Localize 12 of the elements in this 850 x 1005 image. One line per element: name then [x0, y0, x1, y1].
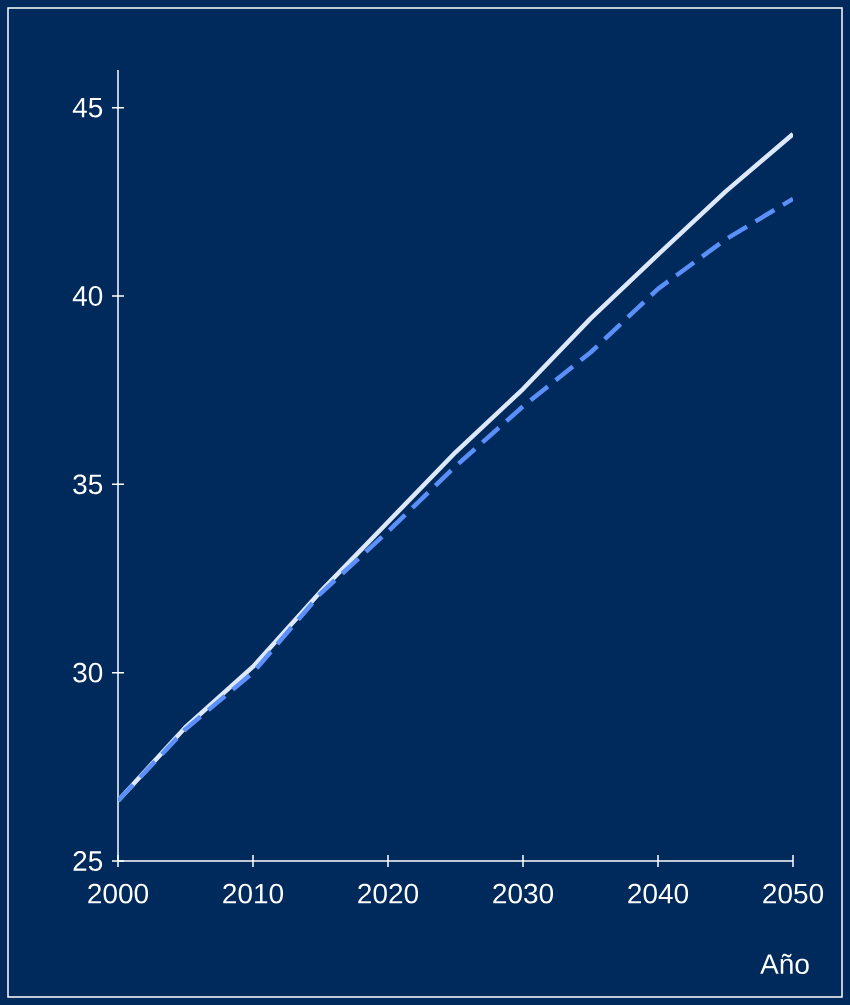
- x-tick-label: 2050: [763, 883, 824, 904]
- x-tick-label: 2030: [493, 883, 554, 904]
- x-tick-label: 2010: [223, 883, 284, 904]
- x-axis-title: Año: [760, 953, 809, 975]
- y-tick-label: 25: [73, 851, 103, 871]
- y-tick-label: 30: [73, 662, 103, 683]
- y-tick-label: 35: [73, 474, 103, 495]
- x-tick-label: 2020: [358, 883, 419, 904]
- x-tick-label: 2040: [628, 883, 689, 904]
- y-tick-label: 45: [72, 97, 103, 118]
- y-tick-label: 40: [72, 286, 103, 306]
- x-tick-label: 2000: [88, 883, 149, 904]
